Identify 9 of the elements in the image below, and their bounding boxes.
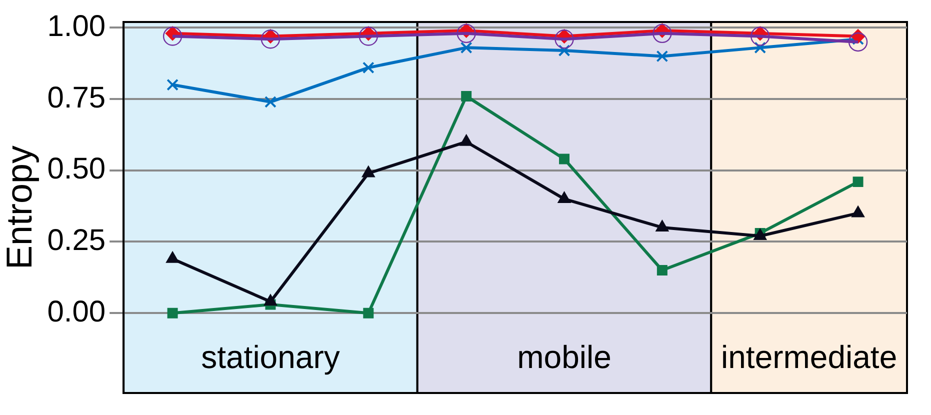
y-tick-label: 0.25 — [47, 224, 106, 258]
y-tick-label: 1.00 — [47, 10, 106, 43]
annotation: intermediate — [721, 338, 898, 375]
annotation: stationary — [201, 338, 340, 375]
annotation: mobile — [517, 338, 612, 375]
y-axis-title: Entropy — [0, 145, 40, 270]
y-tick-label: 0.00 — [47, 295, 106, 328]
y-tick-label: 0.50 — [47, 152, 106, 186]
y-tick-label: 0.75 — [47, 81, 106, 114]
